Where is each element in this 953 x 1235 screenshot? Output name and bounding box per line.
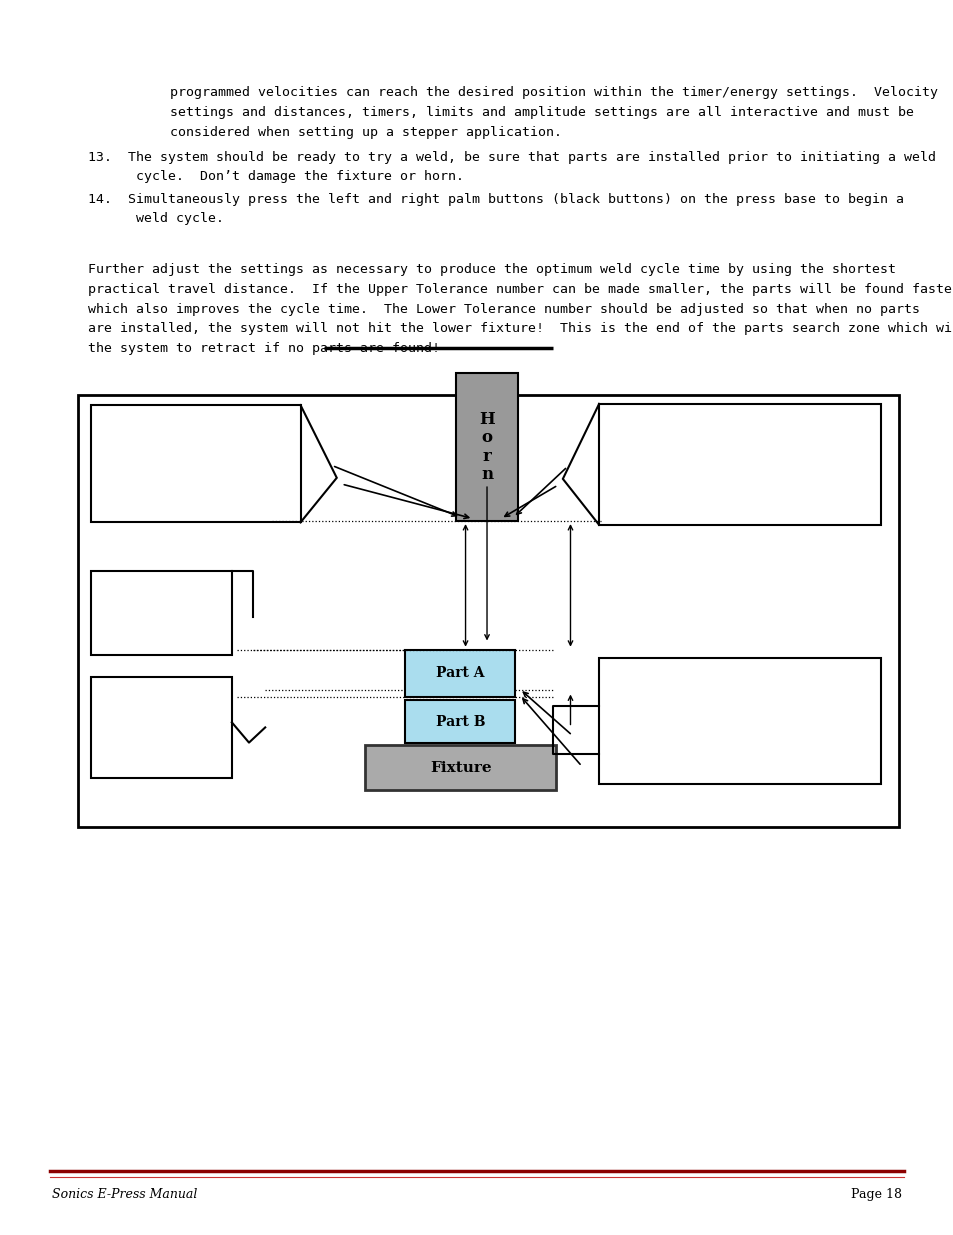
Text: settings and distances, timers, limits and amplitude settings are all interactiv: settings and distances, timers, limits a… <box>170 106 913 120</box>
Text: considered when setting up a stepper application.: considered when setting up a stepper app… <box>170 126 561 140</box>
Bar <box>405 650 515 697</box>
Bar <box>91 405 300 522</box>
Text: 13.  The system should be ready to try a weld, be sure that parts are installed : 13. The system should be ready to try a … <box>88 151 935 164</box>
Text: are installed, the system will not hit the lower fixture!  This is the end of th: are installed, the system will not hit t… <box>88 322 953 336</box>
Text: the system to retract if no parts are found!: the system to retract if no parts are fo… <box>88 342 439 356</box>
Text: Part A: Part A <box>436 666 484 680</box>
Bar <box>91 677 232 778</box>
Bar <box>405 700 515 743</box>
Text: Further adjust the settings as necessary to produce the optimum weld cycle time : Further adjust the settings as necessary… <box>88 263 895 277</box>
Text: 14.  Simultaneously press the left and right palm buttons (black buttons) on the: 14. Simultaneously press the left and ri… <box>88 193 902 206</box>
Bar <box>365 745 556 790</box>
Bar <box>598 404 880 525</box>
Text: Page 18: Page 18 <box>850 1188 901 1202</box>
Text: H
o
r
n: H o r n <box>478 411 495 483</box>
Text: Part B: Part B <box>436 715 484 729</box>
Bar <box>456 373 517 521</box>
Text: cycle.  Don’t damage the fixture or horn.: cycle. Don’t damage the fixture or horn. <box>88 170 463 184</box>
Text: which also improves the cycle time.  The Lower Tolerance number should be adjust: which also improves the cycle time. The … <box>88 303 919 316</box>
Text: weld cycle.: weld cycle. <box>88 212 224 226</box>
Bar <box>78 395 898 827</box>
Bar <box>91 571 232 655</box>
Text: Fixture: Fixture <box>430 761 491 774</box>
Text: Sonics E-Press Manual: Sonics E-Press Manual <box>52 1188 197 1202</box>
Text: programmed velocities can reach the desired position within the timer/energy set: programmed velocities can reach the desi… <box>170 86 937 100</box>
Bar <box>598 658 880 784</box>
Text: practical travel distance.  If the Upper Tolerance number can be made smaller, t: practical travel distance. If the Upper … <box>88 283 953 296</box>
